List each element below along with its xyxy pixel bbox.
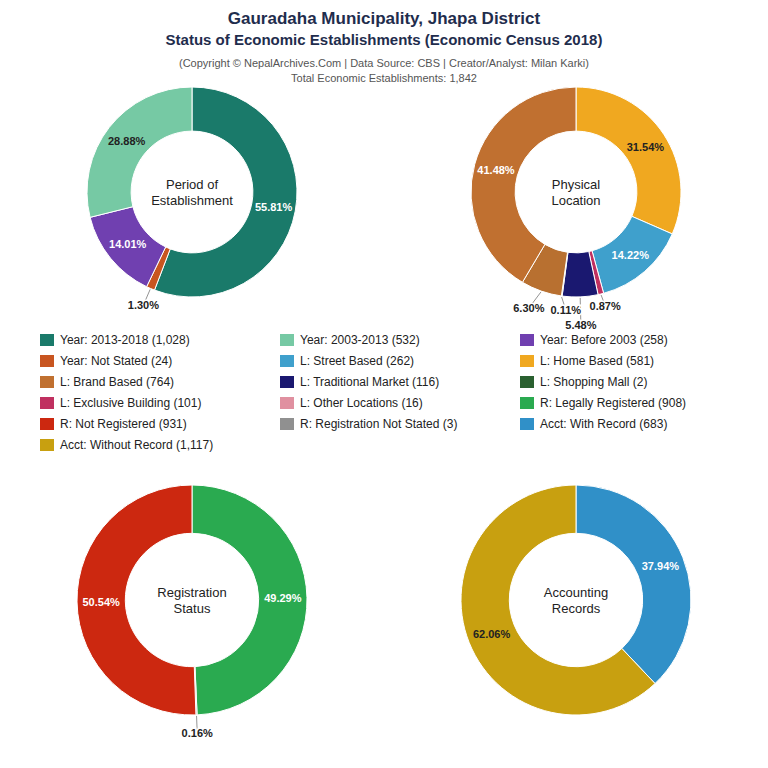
data-labels: 37.94% 62.06% bbox=[473, 560, 679, 639]
title: Gauradaha Municipality, Jhapa District bbox=[228, 9, 541, 28]
legend-swatch bbox=[40, 397, 54, 409]
legend-swatch bbox=[40, 376, 54, 388]
legend-swatch bbox=[520, 397, 534, 409]
legend-entry: Acct: Without Record (1,117) bbox=[60, 438, 213, 452]
background bbox=[0, 0, 768, 768]
subtitle: Total Economic Establishments: 1,842 bbox=[291, 72, 477, 84]
donut-slice bbox=[576, 87, 681, 234]
data-label: 28.88% bbox=[108, 135, 146, 147]
center-label: Establishment bbox=[151, 193, 233, 208]
slices bbox=[471, 87, 681, 297]
legend-swatch bbox=[40, 355, 54, 367]
legend-entry: L: Other Locations (16) bbox=[300, 396, 423, 410]
legend-entry: L: Traditional Market (116) bbox=[300, 375, 439, 389]
center-label: Accounting bbox=[544, 585, 608, 600]
donut-slice bbox=[592, 216, 672, 293]
legend-swatch bbox=[40, 334, 54, 346]
donut-chart: 37.94% 62.06% AccountingRecords bbox=[461, 485, 691, 715]
data-labels: 31.54% 14.22% 0.87% 5.48% 0.11% 6.30% 41.48% bbox=[477, 141, 664, 331]
data-label: 1.30% bbox=[128, 299, 159, 311]
legend-entry: L: Street Based (262) bbox=[300, 354, 414, 368]
legend-entry: Year: 2003-2013 (532) bbox=[300, 333, 420, 347]
data-label: 0.16% bbox=[182, 727, 213, 739]
data-label: 49.29% bbox=[264, 592, 302, 604]
slices bbox=[77, 485, 307, 715]
data-label: 62.06% bbox=[473, 628, 511, 640]
data-label: 14.01% bbox=[109, 238, 147, 250]
center-label: Registration bbox=[157, 585, 226, 600]
donut-slice bbox=[461, 485, 655, 715]
legend-swatch bbox=[520, 418, 534, 430]
data-label: 6.30% bbox=[513, 302, 544, 314]
data-label: 0.11% bbox=[550, 304, 581, 316]
legend-entry: Year: Not Stated (24) bbox=[60, 354, 172, 368]
legend-entry: L: Brand Based (764) bbox=[60, 375, 174, 389]
legend-swatch bbox=[520, 334, 534, 346]
legend-entry: Acct: With Record (683) bbox=[540, 417, 667, 431]
slices bbox=[87, 87, 297, 297]
center-label: Physical bbox=[552, 177, 601, 192]
data-label: 41.48% bbox=[477, 164, 515, 176]
chart-canvas: Gauradaha Municipality, Jhapa District St… bbox=[0, 0, 768, 768]
legend-swatch bbox=[280, 376, 294, 388]
legend-entry: Year: 2013-2018 (1,028) bbox=[60, 333, 190, 347]
donut-slice bbox=[90, 207, 166, 287]
legend-swatch bbox=[280, 418, 294, 430]
data-label: 50.54% bbox=[83, 596, 121, 608]
legend-swatch bbox=[520, 376, 534, 388]
legend: Year: 2013-2018 (1,028) Year: Not Stated … bbox=[40, 333, 686, 452]
legend-swatch bbox=[280, 334, 294, 346]
data-label: 31.54% bbox=[627, 141, 665, 153]
legend-swatch bbox=[40, 418, 54, 430]
legend-swatch bbox=[280, 397, 294, 409]
legend-entry: Year: Before 2003 (258) bbox=[540, 333, 668, 347]
legend-entry: L: Exclusive Building (101) bbox=[60, 396, 201, 410]
legend-swatch bbox=[520, 355, 534, 367]
title: Status of Economic Establishments (Econo… bbox=[166, 31, 603, 48]
legend-entry: L: Home Based (581) bbox=[540, 354, 654, 368]
donut-chart: 49.29% 0.16% 50.54% RegistrationStatus bbox=[77, 485, 307, 739]
donut-chart: 55.81% 1.30% 14.01% 28.88% Period ofEstablis… bbox=[87, 87, 297, 311]
data-label: 14.22% bbox=[612, 249, 650, 261]
data-label: 0.87% bbox=[590, 300, 621, 312]
legend-entry: R: Legally Registered (908) bbox=[540, 396, 686, 410]
center-label: Period of bbox=[166, 177, 218, 192]
donut-slice bbox=[562, 252, 598, 297]
legend-swatch bbox=[40, 439, 54, 451]
center-label: Status bbox=[174, 601, 211, 616]
legend-entry: R: Registration Not Stated (3) bbox=[300, 417, 457, 431]
center-label: Records bbox=[552, 601, 601, 616]
data-labels: 55.81% 1.30% 14.01% 28.88% bbox=[108, 135, 292, 311]
data-label: 5.48% bbox=[565, 319, 596, 331]
legend-entry: L: Shopping Mall (2) bbox=[540, 375, 647, 389]
center-label: Location bbox=[551, 193, 600, 208]
data-label: 55.81% bbox=[255, 201, 293, 213]
titles: Gauradaha Municipality, Jhapa District St… bbox=[166, 9, 603, 84]
data-label: 37.94% bbox=[642, 560, 680, 572]
subtitle: (Copyright © NepalArchives.Com | Data So… bbox=[179, 57, 589, 69]
legend-swatch bbox=[280, 355, 294, 367]
donut-chart: 31.54% 14.22% 0.87% 5.48% 0.11% 6.30% 41.48% Ph… bbox=[471, 87, 681, 331]
slices bbox=[461, 485, 691, 715]
data-labels: 49.29% 0.16% 50.54% bbox=[83, 592, 302, 739]
legend-entry: R: Not Registered (931) bbox=[60, 417, 187, 431]
